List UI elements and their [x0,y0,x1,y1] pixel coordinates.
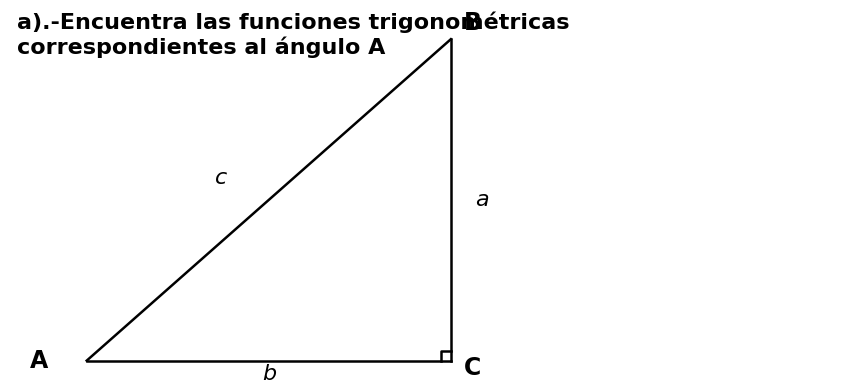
Text: a: a [475,190,489,210]
Text: c: c [215,168,227,189]
Text: A: A [29,348,48,373]
Text: a).-Encuentra las funciones trigonométricas
correspondientes al ángulo A: a).-Encuentra las funciones trigonométri… [17,12,570,58]
Text: C: C [464,356,481,381]
Text: B: B [464,11,482,35]
Text: b: b [262,364,276,384]
